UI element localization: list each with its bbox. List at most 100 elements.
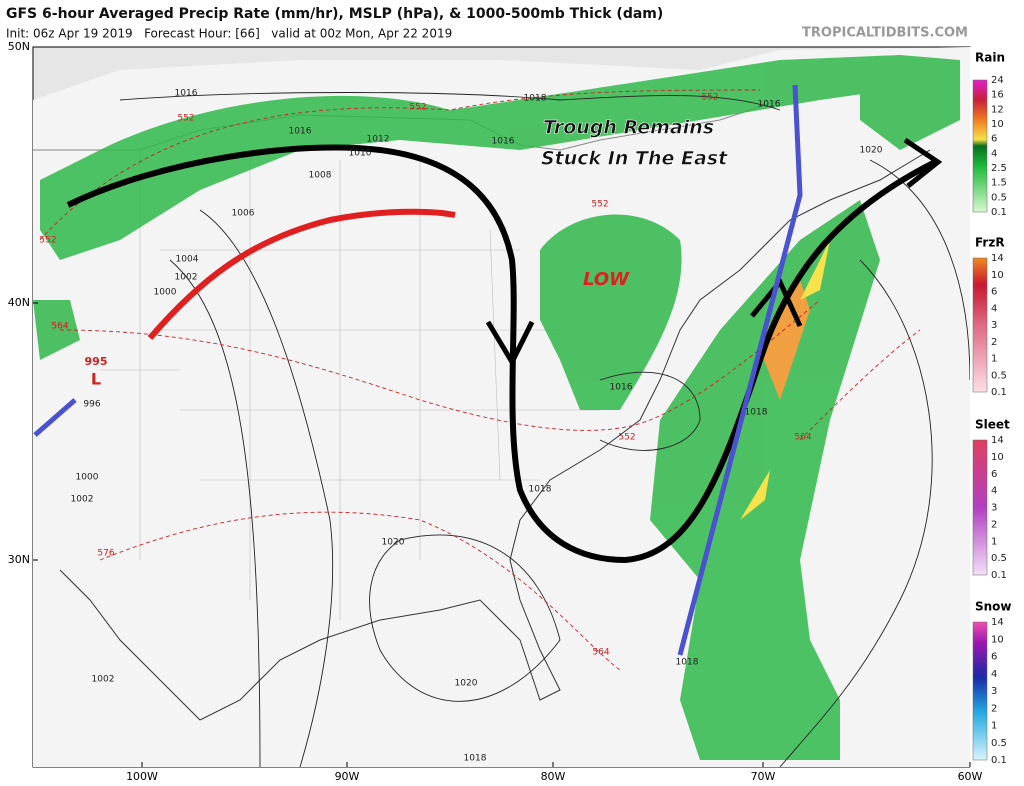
- annotation: Trough Remains: [543, 117, 714, 139]
- legend-label: 24: [991, 75, 1004, 86]
- legend-label: 6: [991, 287, 997, 298]
- isobars: [119, 92, 971, 768]
- legend-label: 2.5: [991, 163, 1007, 174]
- warm-front: [147, 208, 456, 340]
- trough-arrow: [66, 144, 937, 564]
- legend-label: 6: [991, 134, 997, 145]
- legend-label: 10: [991, 119, 1004, 130]
- legend-label: 14: [991, 253, 1004, 264]
- precip-heavy: [740, 470, 770, 520]
- lon-label: 60W: [958, 770, 983, 783]
- legend-label: 0.5: [991, 370, 1007, 381]
- isobar-label: 996: [83, 400, 100, 410]
- legend-label: 0.5: [991, 553, 1007, 564]
- color-bar: [972, 257, 988, 393]
- thickness-label: 552: [618, 433, 635, 443]
- legend-label: 1: [991, 721, 997, 732]
- legend-label: 10: [991, 270, 1004, 281]
- legend-label: 10: [991, 634, 1004, 645]
- lat-label: 40N: [8, 296, 30, 309]
- thickness-label: 552: [591, 200, 608, 210]
- legend-label: 10: [991, 452, 1004, 463]
- low-symbol: L: [91, 370, 101, 389]
- legend-label: 0.5: [991, 192, 1007, 203]
- isobar-label: 1002: [175, 273, 198, 283]
- low-label: LOW: [583, 269, 630, 290]
- isobar-label: 1020: [860, 146, 883, 156]
- isobar-label: 1018: [524, 94, 547, 104]
- boundary-line: [33, 84, 803, 656]
- isobar-label: 1000: [76, 473, 99, 483]
- legend-label: 4: [991, 486, 997, 497]
- isobar-label: 1000: [154, 288, 177, 298]
- legend-label: 0.1: [991, 755, 1007, 766]
- isobar-label: 1016: [175, 89, 198, 99]
- color-bar: [972, 79, 988, 213]
- legend-title: FrzR: [975, 236, 1005, 250]
- isobar-label: 1018: [745, 408, 768, 418]
- annotation: Stuck In The East: [541, 148, 728, 170]
- legend-label: 4: [991, 303, 997, 314]
- arrowheads: [485, 137, 943, 368]
- legend-label: 0.1: [991, 570, 1007, 581]
- coastline: [659, 149, 931, 381]
- isobar-label: 1002: [92, 675, 115, 685]
- legend-label: 14: [991, 435, 1004, 446]
- legend-title: Rain: [975, 51, 1005, 65]
- thickness-label: 564: [51, 322, 68, 332]
- legend-label: 6: [991, 652, 997, 663]
- legend-label: 3: [991, 503, 997, 514]
- coastline: [59, 379, 661, 721]
- legend-label: 3: [991, 320, 997, 331]
- isobar-label: 1016: [610, 383, 633, 393]
- isobar-label: 1020: [382, 538, 405, 548]
- lon-label: 80W: [541, 770, 566, 783]
- isobar-label: 1018: [529, 485, 552, 495]
- legend-label: 12: [991, 104, 1004, 115]
- credit: TROPICALTIDBITS.COM: [802, 26, 968, 41]
- legend-label: 14: [991, 617, 1004, 628]
- precip-heavy: [800, 240, 830, 300]
- isobar-label: 1016: [289, 127, 312, 137]
- legend-label: 1: [991, 536, 997, 547]
- legend-label: 3: [991, 686, 997, 697]
- thickness-label: 564: [794, 433, 811, 443]
- isobar-label: 1008: [309, 171, 332, 181]
- isobar-label: 1012: [367, 135, 390, 145]
- color-bar: [972, 439, 988, 576]
- legend-label: 6: [991, 469, 997, 480]
- legend-label: 2: [991, 519, 997, 530]
- isobar-label: 1020: [455, 679, 478, 689]
- thickness-label: 552: [177, 114, 194, 124]
- isobar-label: 1004: [176, 255, 199, 265]
- thickness-lines: [39, 89, 921, 671]
- title: GFS 6-hour Averaged Precip Rate (mm/hr),…: [6, 6, 663, 22]
- isobar-label: 1018: [464, 754, 487, 764]
- legend-label: 0.5: [991, 738, 1007, 749]
- legend-title: Sleet: [975, 418, 1010, 432]
- subtitle: Init: 06z Apr 19 2019 Forecast Hour: [66…: [6, 27, 452, 41]
- legend-label: 1: [991, 354, 997, 365]
- legend-label: 0.1: [991, 387, 1007, 398]
- thickness-label: 552: [39, 236, 56, 246]
- isobar-label: 1018: [676, 658, 699, 668]
- legend-label: 2: [991, 337, 997, 348]
- legend-label: 2: [991, 703, 997, 714]
- legend-label: 16: [991, 90, 1004, 101]
- color-bar: [972, 621, 988, 761]
- thickness-label: 564: [592, 648, 609, 658]
- lon-label: 100W: [126, 770, 158, 783]
- precip-heavy: [760, 280, 810, 400]
- lon-label: 90W: [335, 770, 360, 783]
- thickness-label: 552: [701, 93, 718, 103]
- legend-title: Snow: [975, 600, 1012, 614]
- thickness-label: 576: [97, 549, 114, 559]
- isobar-label: 1016: [492, 137, 515, 147]
- isobar-label: 1010: [349, 149, 372, 159]
- isobar-label: 1016: [758, 100, 781, 110]
- legend-label: 4: [991, 669, 997, 680]
- lon-label: 70W: [751, 770, 776, 783]
- isobar-label: 1006: [232, 209, 255, 219]
- lat-label: 50N: [8, 40, 30, 53]
